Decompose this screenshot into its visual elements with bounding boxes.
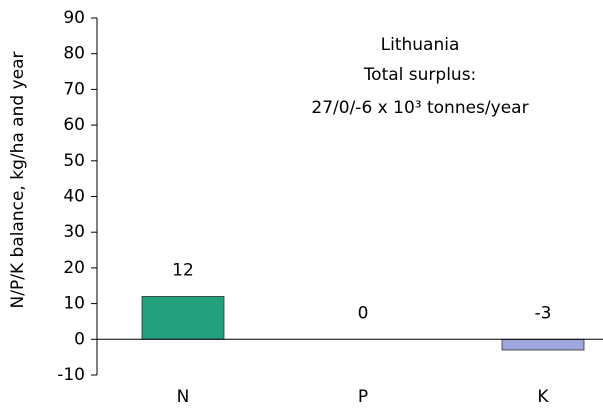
x-tick-label: K	[537, 387, 549, 407]
y-tick-label: 90	[63, 8, 85, 28]
y-tick-label: -10	[57, 365, 85, 385]
data-label: 0	[358, 303, 369, 323]
annotation: 27/0/-6 x 10³ tonnes/year	[311, 98, 528, 118]
x-tick-label: P	[358, 387, 368, 407]
annotation: Total surplus:	[363, 65, 477, 85]
x-tick-label: N	[177, 387, 190, 407]
y-tick-label: 80	[63, 44, 85, 64]
y-tick-label: 0	[74, 329, 85, 349]
y-tick-label: 70	[63, 79, 85, 99]
y-tick-label: 20	[63, 258, 85, 278]
data-label: 12	[172, 260, 194, 280]
y-tick-label: 30	[63, 222, 85, 242]
bar	[141, 296, 225, 340]
y-tick-label: 60	[63, 115, 85, 135]
y-tick-label: 10	[63, 294, 85, 314]
data-label: -3	[535, 303, 552, 323]
y-tick-label: 50	[63, 151, 85, 171]
y-axis-label: N/P/K balance, kg/ha and year	[8, 51, 28, 308]
y-tick-label: 40	[63, 187, 85, 207]
annotation: Lithuania	[381, 35, 460, 55]
bar	[501, 338, 585, 351]
